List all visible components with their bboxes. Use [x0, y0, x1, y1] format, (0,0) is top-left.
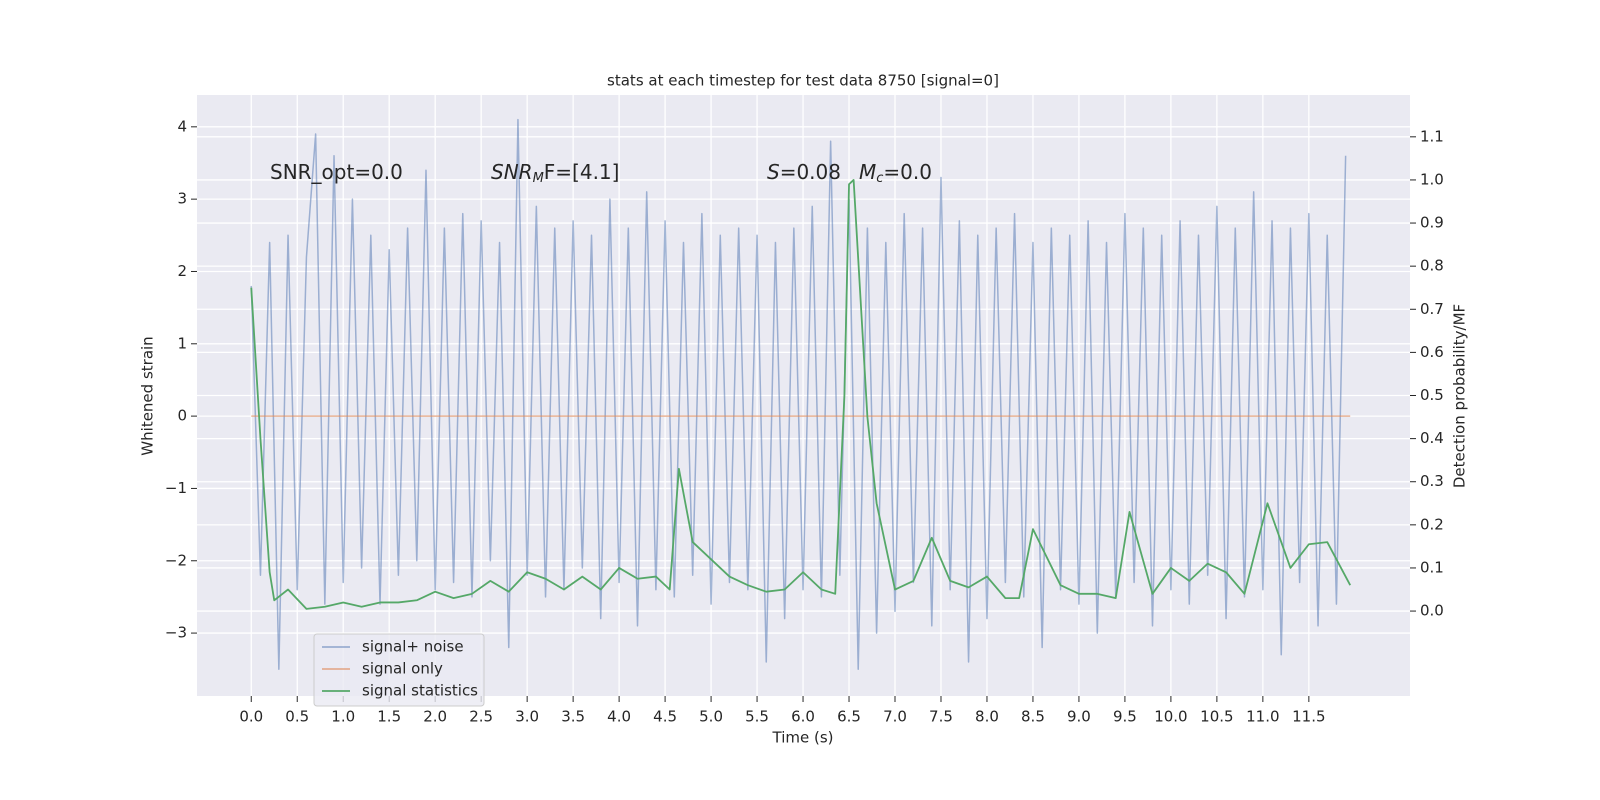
x-tick-label: 2.0: [423, 708, 447, 726]
y-tick-label: 1: [177, 334, 187, 352]
x-tick-label: 3.5: [561, 708, 585, 726]
chart-title: stats at each timestep for test data 875…: [607, 72, 999, 90]
y2-tick-label: 0.8: [1420, 257, 1444, 275]
annotation-part: =0.08: [780, 160, 841, 184]
x-tick-label: 6.5: [837, 708, 861, 726]
annotation: Mc=0.0: [859, 160, 932, 186]
x-tick-label: 9.0: [1067, 708, 1091, 726]
x-tick-label: 10.5: [1200, 708, 1233, 726]
legend-label: signal statistics: [362, 682, 478, 700]
y2-tick-label: 0.4: [1420, 429, 1444, 447]
annotation-part: F=[4.1]: [544, 160, 620, 184]
annotation-part: M: [859, 160, 876, 184]
y2-tick-label: 1.0: [1420, 170, 1444, 188]
legend-label: signal+ noise: [362, 638, 464, 656]
x-axis-label: Time (s): [772, 729, 834, 747]
legend-box: [313, 633, 485, 707]
overlay: 0.0 0.5 1.0 1.5 2.0 2.5 3.0 3.5 4.0 4.5 5.0 5.5 6.0 6…: [165, 117, 1444, 725]
x-tick-label: 3.0: [515, 708, 539, 726]
y2-tick-label: 0.9: [1420, 214, 1444, 232]
y-tick-label: 2: [177, 262, 187, 280]
x-tick-label: 7.0: [883, 708, 907, 726]
x-tick-label: 11.5: [1292, 708, 1325, 726]
y-tick-label: −2: [165, 551, 187, 569]
y-tick-label: −1: [165, 479, 187, 497]
x-tick-label: 10.0: [1154, 708, 1187, 726]
legend-label: signal only: [362, 660, 443, 678]
annotation-part: SNR_opt=0.0: [270, 160, 403, 184]
x-tick-label: 4.5: [653, 708, 677, 726]
y2-tick-label: 0.0: [1420, 602, 1444, 620]
annotation-part: c: [876, 171, 883, 186]
y-tick-label: 3: [177, 190, 187, 208]
y-tick-label: 0: [177, 407, 187, 425]
y2-tick-label: 0.2: [1420, 515, 1444, 533]
x-tick-label: 5.5: [745, 708, 769, 726]
y-tick-label: 4: [177, 117, 187, 135]
grid: [191, 95, 1416, 702]
x-tick-label: 9.5: [1113, 708, 1137, 726]
x-tick-label: 1.0: [331, 708, 355, 726]
y-axis-label: Whitened strain: [139, 336, 157, 455]
y2-tick-label: 0.6: [1420, 343, 1444, 361]
x-tick-label: 5.0: [699, 708, 723, 726]
x-tick-label: 8.0: [975, 708, 999, 726]
y2-tick-label: 0.7: [1420, 300, 1444, 318]
marks: [250, 118, 1352, 670]
annotation-part: S: [767, 160, 780, 184]
x-tick-label: 11.0: [1246, 708, 1279, 726]
x-tick-label: 0.5: [285, 708, 309, 726]
x-tick-label: 8.5: [1021, 708, 1045, 726]
annotation-part: M: [533, 171, 544, 186]
x-tick-label: 1.5: [377, 708, 401, 726]
annotation: SNR_opt=0.0: [270, 160, 403, 184]
annotation-part: =0.0: [883, 160, 932, 184]
annotation: SNRMF=[4.1]: [491, 160, 619, 186]
x-tick-label: 4.0: [607, 708, 631, 726]
annotation: S=0.08: [767, 160, 841, 184]
y2-tick-label: 0.5: [1420, 386, 1444, 404]
series-line: [250, 179, 1352, 610]
y2-axis-label: Detection probability/MF: [1451, 304, 1469, 488]
x-tick-label: 6.0: [791, 708, 815, 726]
y2-tick-label: 1.1: [1420, 127, 1444, 145]
y2-tick-label: 0.1: [1420, 558, 1444, 576]
x-tick-label: 0.0: [239, 708, 263, 726]
y2-tick-label: 0.3: [1420, 472, 1444, 490]
annotation-part: SNR: [491, 160, 533, 184]
x-tick-label: 7.5: [929, 708, 953, 726]
series-line: [250, 118, 1347, 670]
y-tick-label: −3: [165, 624, 187, 642]
x-tick-label: 2.5: [469, 708, 493, 726]
